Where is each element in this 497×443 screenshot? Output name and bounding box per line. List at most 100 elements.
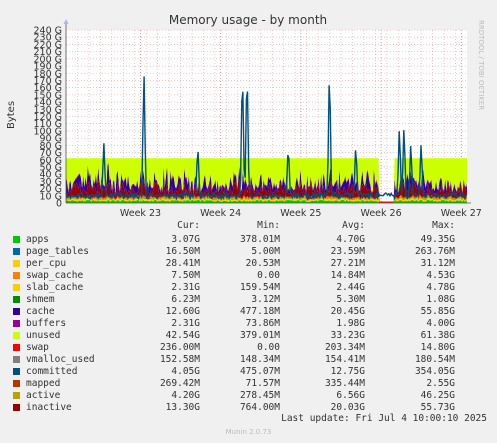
legend-series-name: unused xyxy=(26,330,61,341)
legend-item-swap-cache: swap_cache 7.50M 0.00 14.84M 4.53G xyxy=(0,270,497,282)
legend-value-min: 20.53M xyxy=(245,258,280,269)
x-tick-label: Week 25 xyxy=(280,208,321,219)
legend-item-buffers: buffers 2.31G 73.86M 1.98G 4.00G xyxy=(0,318,497,330)
y-tick-label: 10 G xyxy=(40,191,62,202)
legend-swatch xyxy=(13,356,20,363)
y-tick-label: 60 G xyxy=(40,155,62,166)
legend-swatch xyxy=(13,284,20,291)
legend-header-min: Min: xyxy=(257,220,280,231)
legend-value-max: 4.78G xyxy=(426,282,455,293)
rrdtool-side-label: RRDTOOL / TOBI OETIKER xyxy=(475,20,487,130)
legend-value-cur: 3.07G xyxy=(171,234,200,245)
legend-value-min: 148.34M xyxy=(239,354,280,365)
legend-swatch xyxy=(13,260,20,267)
y-tick-label: 140 G xyxy=(33,98,62,109)
area-cache xyxy=(66,164,467,203)
legend-value-cur: 7.50M xyxy=(171,270,200,281)
legend-series-name: buffers xyxy=(26,318,67,329)
legend-swatch xyxy=(13,296,20,303)
legend-value-max: 263.76M xyxy=(414,246,455,257)
legend-value-avg: 5.30M xyxy=(336,294,365,305)
legend-item-swap: swap 236.00M 0.00 203.34M 14.80G xyxy=(0,342,497,354)
committed-line xyxy=(65,76,468,201)
legend-value-min: 475.07M xyxy=(239,366,280,377)
legend-item-cache: cache 12.60G 477.18M 20.45G 55.85G xyxy=(0,306,497,318)
legend-header-max: Max: xyxy=(432,220,455,231)
last-update: Last update: Fri Jul 4 10:00:10 2025 xyxy=(281,413,487,424)
y-axis-arrow-icon xyxy=(63,19,69,24)
chart-title: Memory usage - by month xyxy=(169,13,327,27)
y-tick-label: 50 G xyxy=(40,162,62,173)
legend-series-name: vmalloc_used xyxy=(26,354,95,365)
area-slab-cache xyxy=(66,197,467,203)
y-tick-label: 180 G xyxy=(33,69,62,80)
legend-swatch xyxy=(13,404,20,411)
legend-series-name: inactive xyxy=(26,402,72,413)
legend-series-name: apps xyxy=(26,234,49,245)
y-tick-label: 160 G xyxy=(33,83,62,94)
legend-swatch xyxy=(13,344,20,351)
y-tick-label: 210 G xyxy=(33,47,62,58)
legend-value-min: 0.00 xyxy=(257,342,280,353)
legend-value-avg: 23.59M xyxy=(330,246,365,257)
y-tick-label: 110 G xyxy=(33,119,62,130)
y-tick-label: 220 G xyxy=(33,40,62,51)
legend-value-max: 180.54M xyxy=(414,354,455,365)
legend-value-cur: 28.41M xyxy=(165,258,200,269)
legend-value-avg: 203.34M xyxy=(324,342,365,353)
legend-value-cur: 6.23M xyxy=(171,294,200,305)
legend-value-min: 3.12M xyxy=(251,294,280,305)
legend-header-row: Cur: Min: Avg: Max: xyxy=(0,220,497,232)
legend-item-per-cpu: per_cpu 28.41M 20.53M 27.21M 31.12M xyxy=(0,258,497,270)
y-tick-label: 100 G xyxy=(33,126,62,137)
legend-swatch xyxy=(13,380,20,387)
legend-series-name: active xyxy=(26,390,61,401)
area-apps xyxy=(66,199,467,203)
area-active xyxy=(66,195,467,203)
legend-swatch xyxy=(13,392,20,399)
legend-value-avg: 2.44G xyxy=(336,282,365,293)
legend-value-max: 2.55G xyxy=(426,378,455,389)
x-tick-labels: Week 23 Week 24 Week 25 Week 26 Week 27 xyxy=(120,208,482,219)
legend-value-max: 61.38G xyxy=(420,330,455,341)
legend-value-cur: 12.60G xyxy=(165,306,200,317)
legend-value-min: 0.00 xyxy=(257,270,280,281)
legend-series-name: page_tables xyxy=(26,246,89,257)
x-tick-label: Week 26 xyxy=(361,208,402,219)
y-axis-label: Bytes xyxy=(6,101,17,129)
legend-value-min: 159.54M xyxy=(239,282,280,293)
legend-value-cur: 42.54G xyxy=(165,330,200,341)
legend-value-max: 49.35G xyxy=(420,234,455,245)
legend-series-name: swap_cache xyxy=(26,270,84,281)
legend-swatch xyxy=(13,332,20,339)
munin-version: Munin 2.0.73 xyxy=(225,428,272,436)
legend-value-avg: 4.70G xyxy=(336,234,365,245)
legend-series-name: cache xyxy=(26,306,55,317)
legend-value-cur: 16.50M xyxy=(165,246,200,257)
legend-value-max: 1.08G xyxy=(426,294,455,305)
legend-value-cur: 2.31G xyxy=(171,282,200,293)
legend-item-active: active 4.20G 278.45M 6.56G 46.25G xyxy=(0,390,497,402)
y-tick-label: 80 G xyxy=(40,141,62,152)
y-tick-label: 200 G xyxy=(33,54,62,65)
legend-swatch xyxy=(13,248,20,255)
legend-value-max: 4.00G xyxy=(426,318,455,329)
axes xyxy=(63,19,471,204)
legend-value-cur: 4.20G xyxy=(171,390,200,401)
legend-item-slab-cache: slab_cache 2.31G 159.54M 2.44G 4.78G xyxy=(0,282,497,294)
y-tick-label: 240 G xyxy=(33,26,62,37)
legend-value-max: 354.05G xyxy=(414,366,455,377)
legend-value-max: 31.12M xyxy=(420,258,455,269)
legend-value-max: 46.25G xyxy=(420,390,455,401)
legend-value-min: 379.01M xyxy=(239,330,280,341)
y-tick-label: 70 G xyxy=(40,148,62,159)
legend-series-name: committed xyxy=(26,366,78,377)
rrdtool-credit: RRDTOOL / TOBI OETIKER xyxy=(477,20,485,110)
legend-value-avg: 27.21M xyxy=(330,258,365,269)
legend-series-name: shmem xyxy=(26,294,55,305)
legend-value-max: 55.73G xyxy=(420,402,455,413)
legend-header-cur: Cur: xyxy=(177,220,200,231)
y-tick-label: 150 G xyxy=(33,90,62,101)
y-tick-label: 40 G xyxy=(40,170,62,181)
